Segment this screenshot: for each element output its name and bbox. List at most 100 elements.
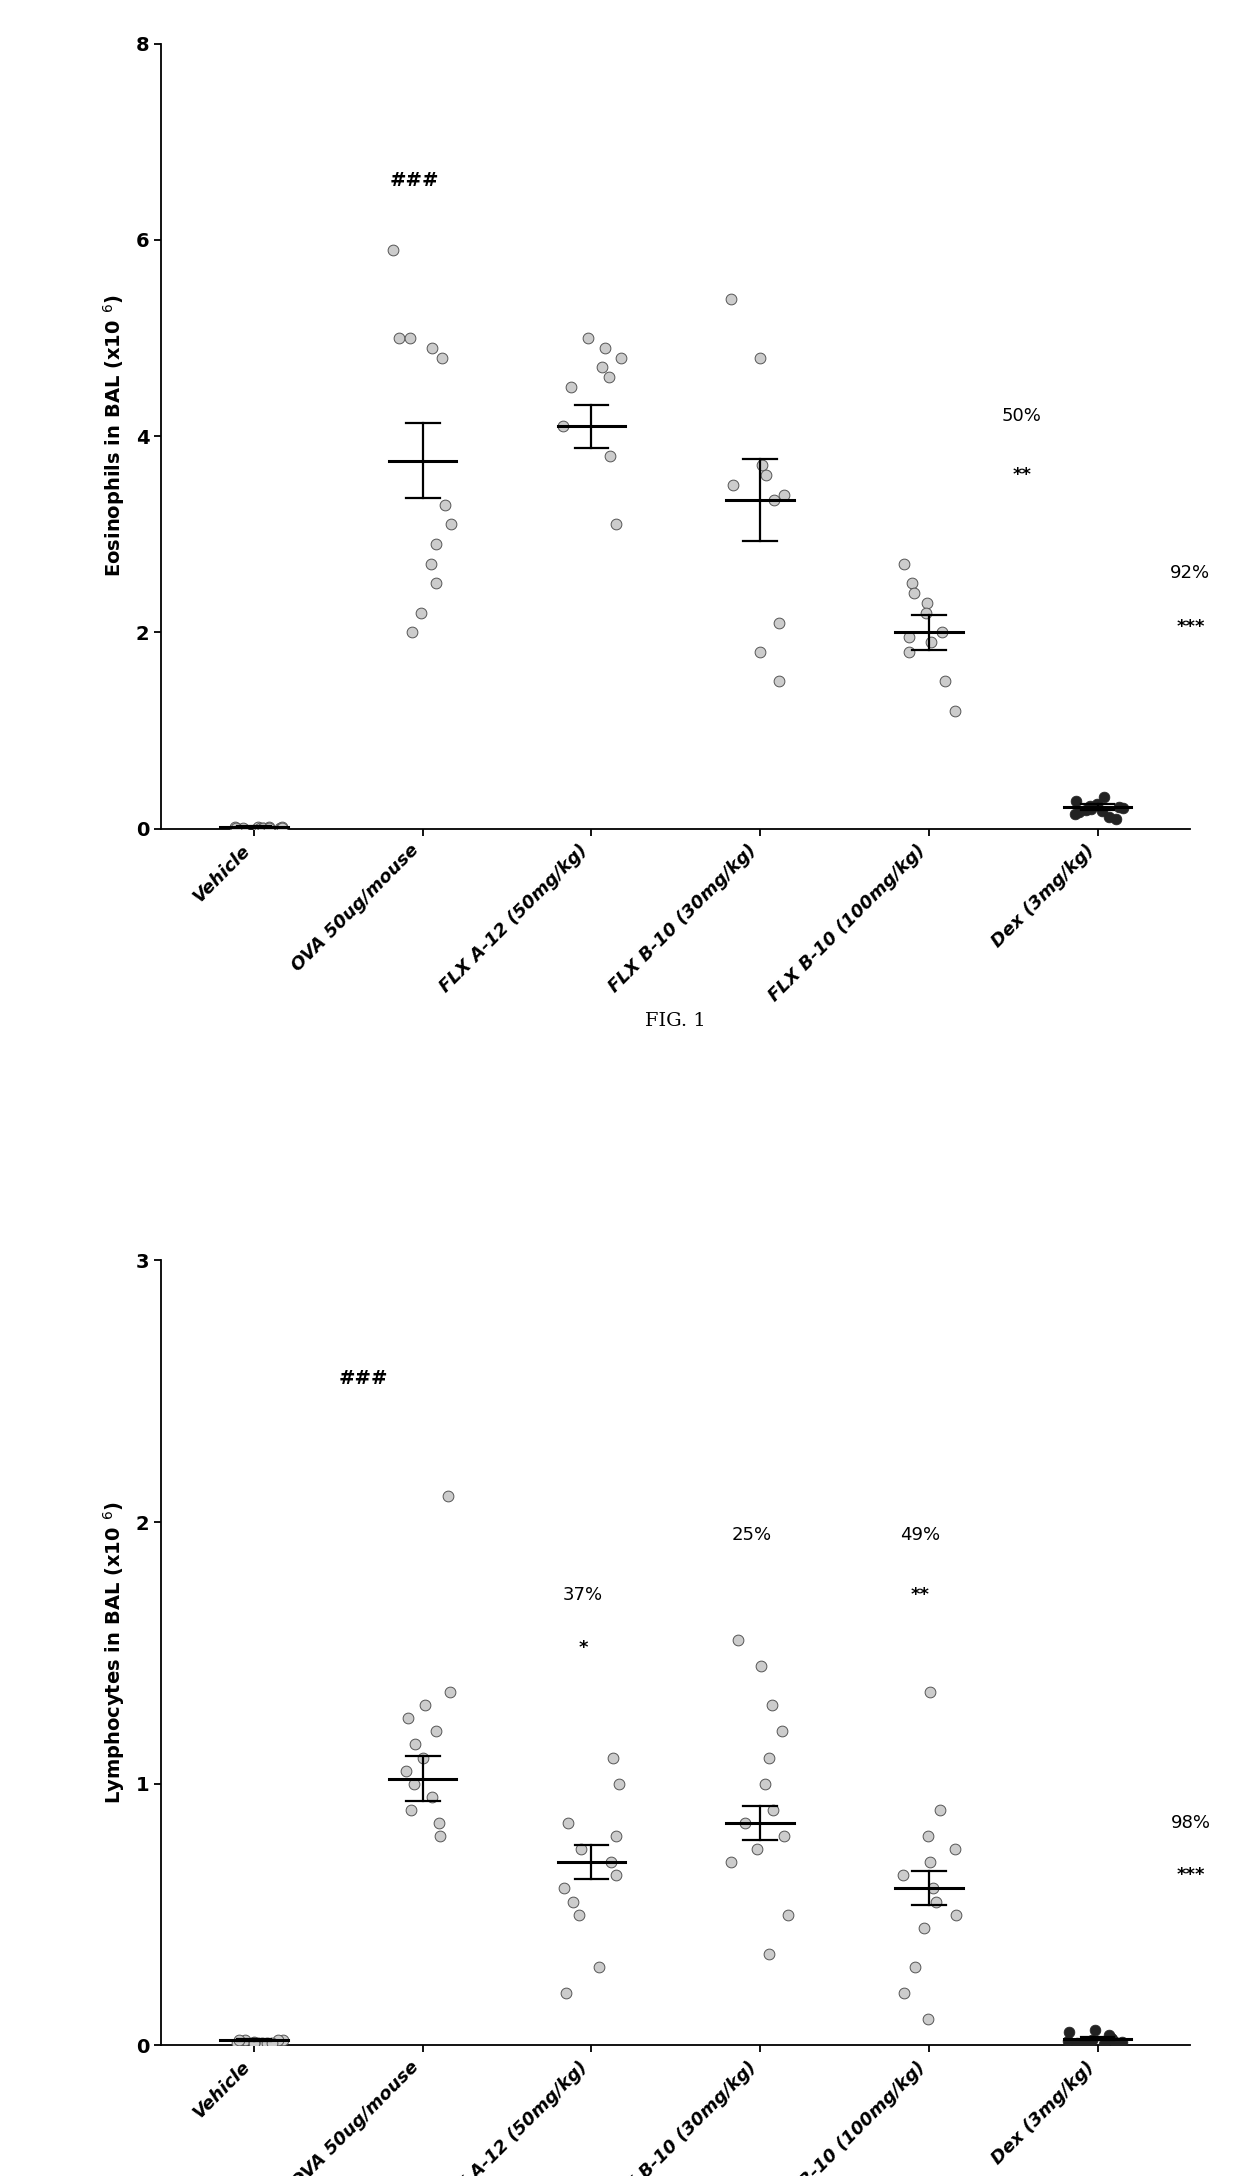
Point [558, 1806, 578, 1841]
Point [383, 233, 403, 268]
Point [1065, 796, 1085, 831]
Point [422, 1780, 441, 1815]
Point [227, 2026, 247, 2061]
Text: 98%: 98% [1171, 1815, 1210, 1832]
Text: ###: ### [389, 172, 439, 191]
Point [438, 1478, 458, 1512]
Text: **: ** [911, 1586, 930, 1604]
Point [1080, 788, 1100, 823]
Point [773, 1715, 792, 1750]
Point [899, 620, 919, 655]
Point [1095, 779, 1115, 814]
Text: 37%: 37% [563, 1586, 603, 1604]
Point [1066, 783, 1086, 818]
Point [563, 1884, 583, 1919]
Point [1112, 2024, 1132, 2058]
Point [1109, 790, 1128, 825]
Point [1112, 790, 1132, 825]
Point [1105, 2026, 1125, 2061]
Point [746, 1832, 766, 1867]
Point [224, 809, 244, 844]
Point [722, 281, 742, 316]
Text: **: ** [1012, 466, 1032, 485]
Point [389, 320, 409, 355]
Text: ***: *** [1177, 618, 1204, 635]
Point [779, 1897, 799, 1932]
Point [611, 339, 631, 374]
Point [259, 809, 279, 844]
Point [272, 809, 291, 844]
Point [601, 1845, 621, 1880]
Point [1095, 2026, 1115, 2061]
Point [931, 616, 951, 651]
Point [554, 1871, 574, 1906]
Point [919, 1819, 939, 1854]
Point [905, 1950, 925, 1985]
Point [600, 437, 620, 472]
Point [1076, 792, 1096, 827]
Y-axis label: Eosinophils in BAL (x10 $^6$): Eosinophils in BAL (x10 $^6$) [102, 294, 128, 577]
Point [756, 457, 776, 492]
Point [945, 1832, 965, 1867]
Text: 25%: 25% [732, 1525, 771, 1545]
Point [401, 320, 420, 355]
Point [761, 1689, 781, 1723]
Point [894, 1976, 914, 2011]
Point [441, 507, 461, 542]
Point [764, 483, 784, 518]
Point [402, 1793, 422, 1828]
Point [1058, 2024, 1078, 2058]
Text: FIG. 1: FIG. 1 [646, 1012, 706, 1029]
Text: 50%: 50% [1002, 407, 1042, 426]
Point [259, 809, 279, 844]
Point [775, 1819, 795, 1854]
Point [410, 596, 430, 631]
Point [1100, 2017, 1120, 2052]
Point [435, 487, 455, 522]
Point [262, 2026, 281, 2061]
Text: *: * [578, 1639, 588, 1656]
Point [606, 1819, 626, 1854]
Point [553, 409, 573, 444]
Point [228, 2024, 248, 2058]
Point [233, 809, 253, 844]
Point [894, 546, 914, 581]
Point [751, 1649, 771, 1684]
Point [1087, 788, 1107, 823]
Point [918, 2002, 937, 2037]
Text: ***: *** [1177, 1867, 1204, 1884]
Point [750, 339, 770, 374]
Point [562, 370, 582, 405]
Point [226, 809, 246, 844]
Point [257, 2026, 277, 2061]
Point [603, 1741, 622, 1776]
Point [1068, 2026, 1087, 2061]
Point [1085, 2013, 1105, 2048]
Text: ###: ### [339, 1369, 388, 1388]
Point [916, 596, 936, 631]
Point [1092, 794, 1112, 829]
Point [1106, 801, 1126, 836]
Point [893, 1858, 913, 1893]
Point [751, 448, 771, 483]
Point [1101, 2022, 1121, 2056]
Point [427, 1715, 446, 1750]
Point [750, 635, 770, 670]
Point [397, 1754, 417, 1789]
Point [432, 339, 451, 374]
Point [1083, 2024, 1102, 2058]
Point [244, 2026, 264, 2061]
Point [595, 331, 615, 366]
Text: 92%: 92% [1171, 564, 1210, 583]
Point [273, 809, 293, 844]
Point [899, 635, 919, 670]
Point [774, 477, 794, 511]
Point [930, 1793, 950, 1828]
Point [244, 2024, 264, 2058]
Point [769, 664, 789, 698]
Point [427, 527, 446, 561]
Point [920, 1845, 940, 1880]
Point [268, 2024, 288, 2058]
Point [589, 1950, 609, 1985]
Point [920, 1676, 940, 1710]
